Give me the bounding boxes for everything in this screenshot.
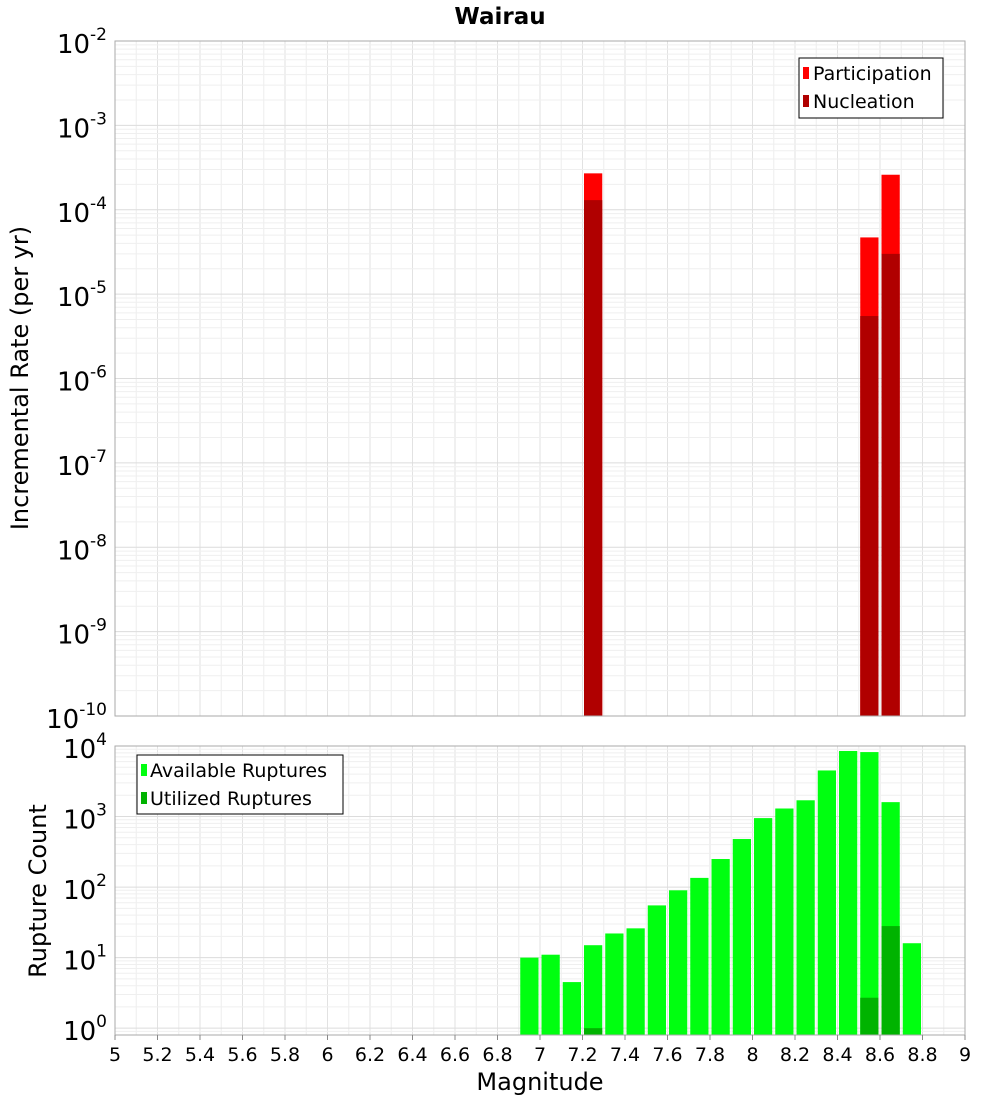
rate-y-tick-label: 10-7 bbox=[57, 447, 107, 482]
legend-available-swatch bbox=[141, 764, 147, 776]
count-bar-available-ruptures bbox=[647, 905, 666, 1035]
rate-y-tick-label: 10-9 bbox=[57, 616, 107, 651]
rate-legend: Participation Nucleation bbox=[798, 57, 944, 119]
legend-available-label: Available Ruptures bbox=[150, 760, 327, 782]
count-bar-available-ruptures bbox=[584, 945, 603, 1035]
x-tick-label: 6.2 bbox=[355, 1044, 385, 1066]
rate-bar-nucleation bbox=[860, 316, 879, 716]
rate-y-tick-label: 10-4 bbox=[57, 194, 107, 229]
count-bar-utilized-ruptures bbox=[881, 926, 900, 1035]
count-y-tick-label: 101 bbox=[63, 942, 107, 977]
x-tick-label: 8.8 bbox=[907, 1044, 937, 1066]
x-tick-label: 8.6 bbox=[865, 1044, 895, 1066]
count-bar-available-ruptures bbox=[775, 808, 794, 1035]
rate-bar-nucleation bbox=[881, 253, 900, 716]
x-tick-label: 5.2 bbox=[142, 1044, 172, 1066]
x-tick-label: 8.2 bbox=[780, 1044, 810, 1066]
rate-y-tick-label: 10-6 bbox=[57, 363, 107, 398]
legend-utilized-swatch bbox=[141, 792, 147, 804]
count-panel: 100 101 102 103 104 5 5.2 5.4 5.6 5.8 6 6.2 6.4 6.6 6… bbox=[24, 730, 971, 1096]
count-bar-available-ruptures bbox=[690, 877, 709, 1035]
x-tick-label: 5.4 bbox=[185, 1044, 215, 1066]
rate-y-ticks: 10-10 10-9 10-8 10-7 10-6 10-5 10-4 10-3 10-2 bbox=[46, 25, 107, 735]
x-axis-label: Magnitude bbox=[476, 1068, 603, 1096]
count-y-tick-label: 100 bbox=[63, 1012, 107, 1047]
count-bar-available-ruptures bbox=[562, 982, 581, 1035]
x-tick-label: 7.4 bbox=[610, 1044, 640, 1066]
count-bar-available-ruptures bbox=[605, 933, 624, 1035]
count-bar-available-ruptures bbox=[902, 943, 921, 1035]
x-tick-label: 8 bbox=[746, 1044, 758, 1066]
count-bar-available-ruptures bbox=[860, 752, 879, 1035]
count-y-tick-label: 104 bbox=[63, 730, 107, 765]
rate-y-tick-label: 10-10 bbox=[46, 700, 107, 735]
rate-bars bbox=[584, 173, 900, 716]
count-bar-utilized-ruptures bbox=[584, 1028, 603, 1035]
x-ticks: 5 5.2 5.4 5.6 5.8 6 6.2 6.4 6.6 6.8 7 7.2 7.4 7.6 7.8 8… bbox=[109, 1035, 971, 1066]
rate-y-axis-label: Incremental Rate (per yr) bbox=[6, 226, 34, 530]
chart-title: Wairau bbox=[454, 4, 545, 30]
x-tick-label: 6.6 bbox=[440, 1044, 470, 1066]
count-bar-available-ruptures bbox=[754, 818, 773, 1035]
x-tick-label: 6 bbox=[321, 1044, 333, 1066]
count-bar-available-ruptures bbox=[817, 770, 836, 1035]
x-tick-label: 7.2 bbox=[567, 1044, 597, 1066]
count-y-tick-label: 102 bbox=[63, 871, 107, 906]
count-y-tick-label: 103 bbox=[63, 801, 107, 836]
count-legend: Available Ruptures Utilized Ruptures bbox=[136, 754, 344, 815]
count-bar-available-ruptures bbox=[669, 890, 688, 1035]
x-tick-label: 6.8 bbox=[482, 1044, 512, 1066]
rate-bar-nucleation bbox=[584, 200, 603, 716]
x-tick-label: 9 bbox=[959, 1044, 971, 1066]
legend-nucleation-swatch bbox=[803, 95, 809, 107]
rate-gridlines bbox=[114, 41, 966, 717]
count-bar-available-ruptures bbox=[711, 859, 730, 1035]
legend-participation-swatch bbox=[803, 67, 809, 79]
rate-legend-box bbox=[798, 57, 944, 119]
x-tick-label: 5.6 bbox=[227, 1044, 257, 1066]
count-bar-available-ruptures bbox=[732, 839, 751, 1035]
legend-nucleation-label: Nucleation bbox=[813, 91, 915, 113]
rate-y-tick-label: 10-2 bbox=[57, 25, 107, 60]
count-bar-available-ruptures bbox=[541, 954, 560, 1035]
rate-plot-border bbox=[114, 40, 966, 717]
x-tick-label: 7.6 bbox=[652, 1044, 682, 1066]
count-bar-available-ruptures bbox=[626, 928, 645, 1035]
x-tick-label: 7 bbox=[534, 1044, 546, 1066]
rate-y-tick-label: 10-8 bbox=[57, 531, 107, 566]
x-tick-label: 8.4 bbox=[822, 1044, 852, 1066]
x-tick-label: 6.4 bbox=[397, 1044, 427, 1066]
x-tick-label: 5 bbox=[109, 1044, 121, 1066]
count-bar-available-ruptures bbox=[520, 957, 539, 1035]
legend-participation-label: Participation bbox=[813, 63, 932, 85]
count-bars bbox=[520, 750, 921, 1035]
legend-utilized-label: Utilized Ruptures bbox=[150, 788, 312, 810]
count-bar-utilized-ruptures bbox=[860, 997, 879, 1035]
rate-y-tick-label: 10-5 bbox=[57, 278, 107, 313]
count-bar-available-ruptures bbox=[796, 800, 815, 1035]
rate-y-tick-label: 10-3 bbox=[57, 109, 107, 144]
count-bar-available-ruptures bbox=[839, 750, 858, 1035]
x-tick-label: 7.8 bbox=[695, 1044, 725, 1066]
x-tick-label: 5.8 bbox=[270, 1044, 300, 1066]
rate-panel: 10-10 10-9 10-8 10-7 10-6 10-5 10-4 10-3 10-2 In… bbox=[6, 25, 966, 735]
count-y-axis-label: Rupture Count bbox=[24, 804, 52, 978]
count-y-ticks: 100 101 102 103 104 bbox=[63, 730, 107, 1047]
count-legend-box bbox=[136, 754, 344, 815]
